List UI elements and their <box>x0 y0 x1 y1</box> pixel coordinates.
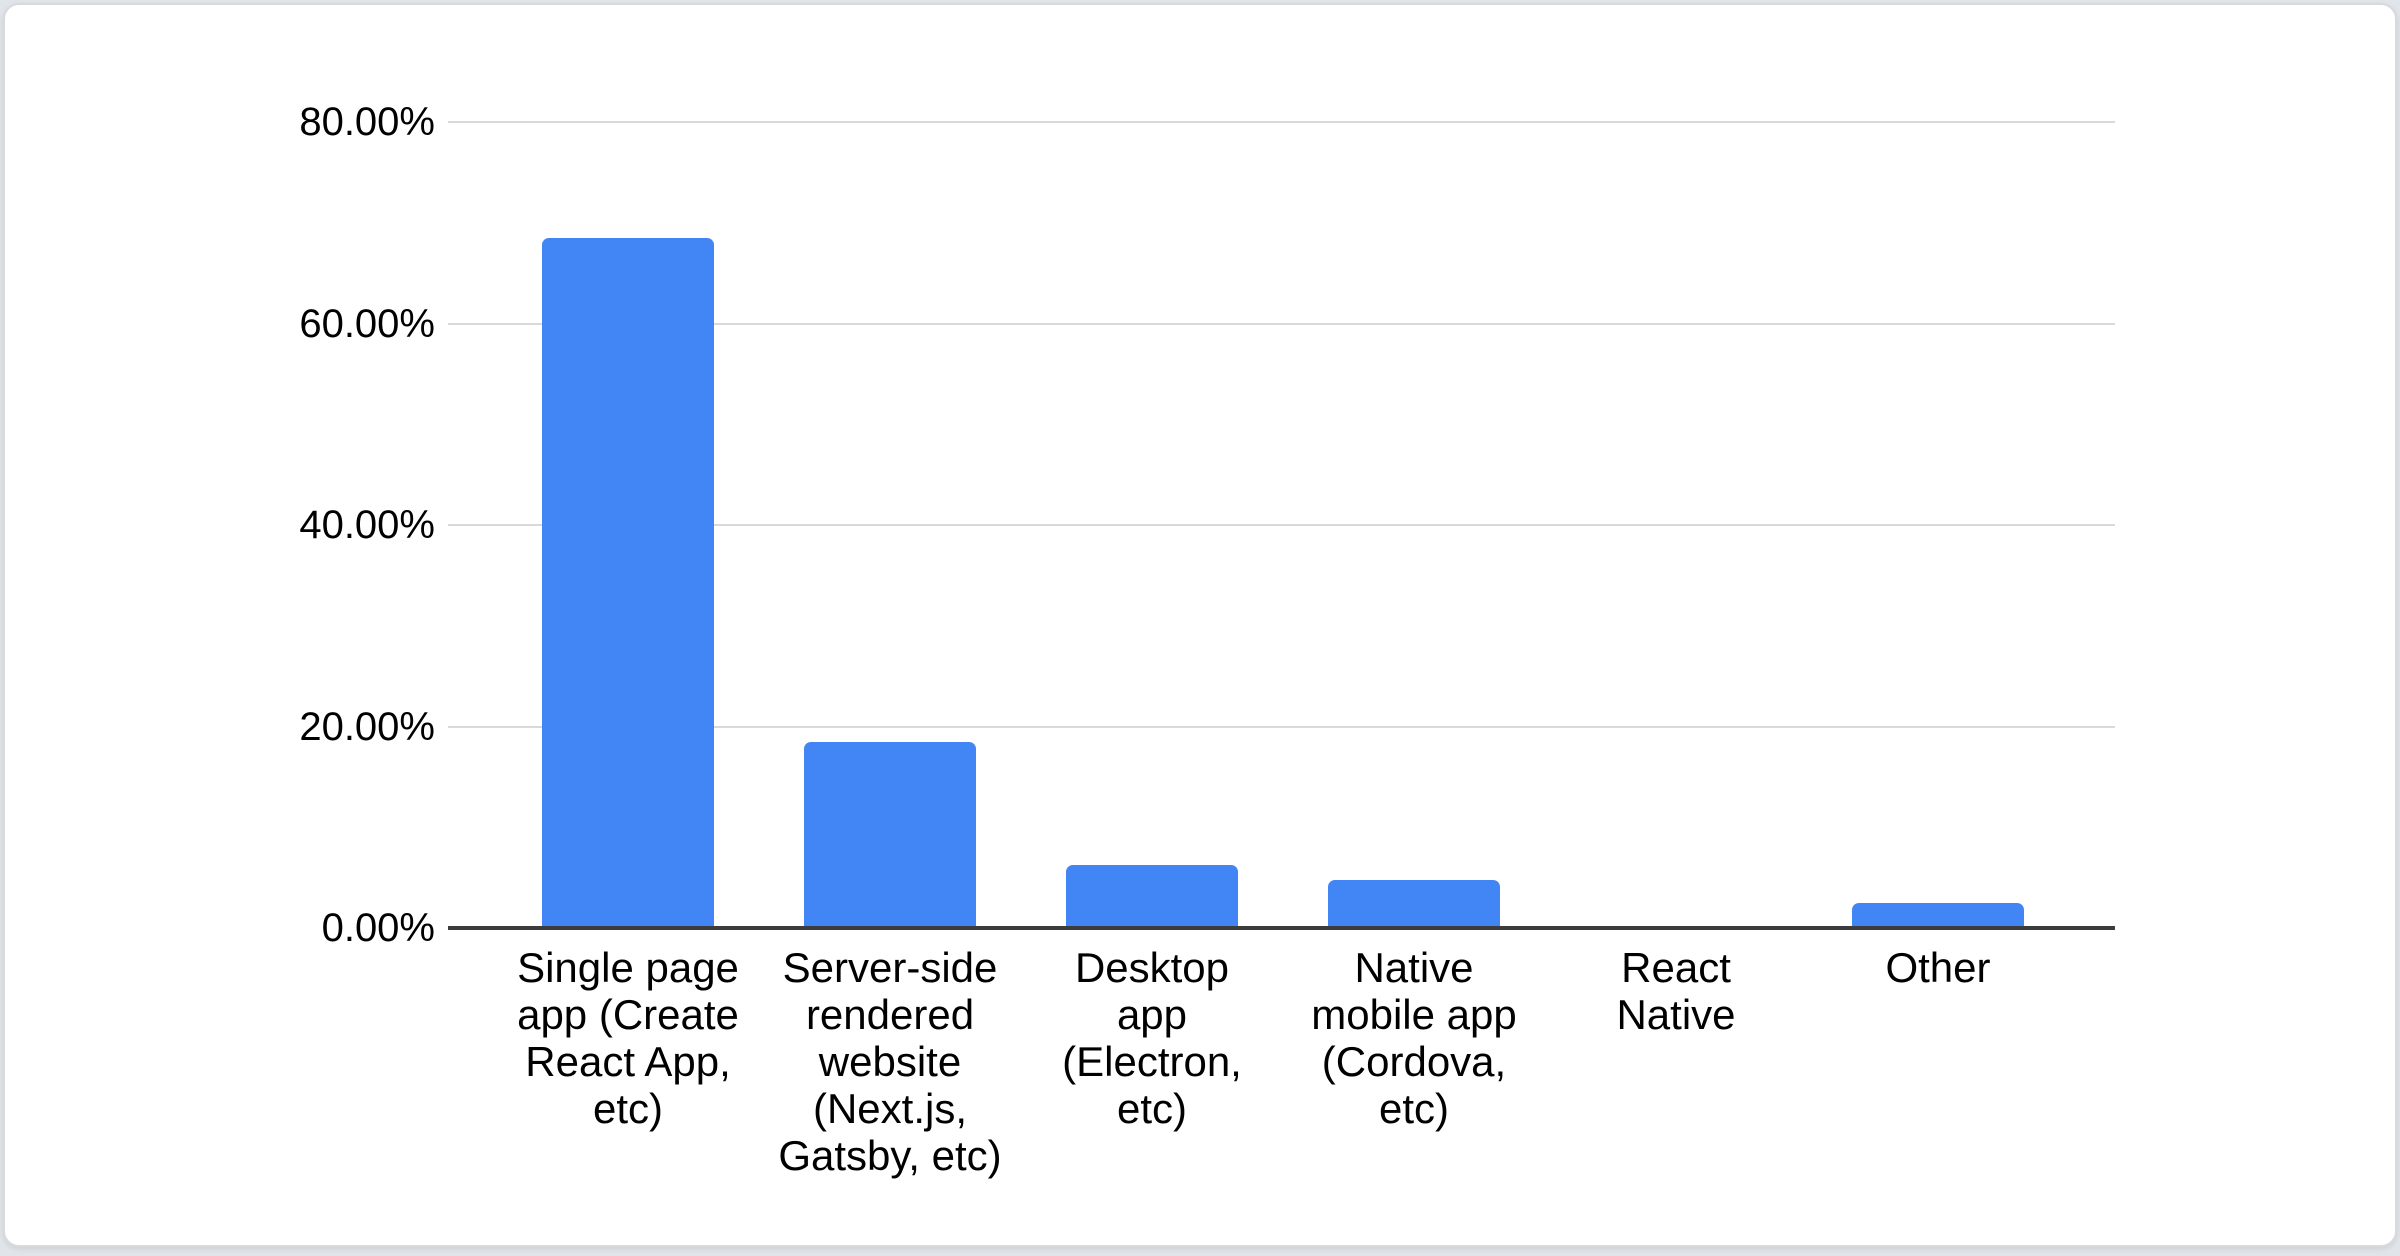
y-axis-tick-label: 40.00% <box>299 503 435 547</box>
bar-server-side-rendered-website[interactable] <box>804 741 976 928</box>
bar-slot-single-page-app <box>497 122 759 928</box>
bar-slot-native-mobile-app <box>1283 122 1545 928</box>
y-axis-tick-label: 80.00% <box>299 100 435 144</box>
bar-slot-server-side-rendered-website <box>759 122 1021 928</box>
x-axis-label-native-mobile-app: Native mobile app (Cordova, etc) <box>1311 944 1517 1132</box>
gridline-40 <box>448 524 2115 526</box>
x-axis-line <box>448 926 2115 930</box>
gridline-60 <box>448 322 2115 325</box>
bar-slot-desktop-app <box>1021 122 1283 928</box>
x-axis-label-single-page-app: Single page app (Create React App, etc) <box>517 944 739 1132</box>
x-axis-label-desktop-app: Desktop app (Electron, etc) <box>1062 944 1242 1132</box>
y-axis-tick-label: 0.00% <box>321 906 435 950</box>
y-axis-tick-label: 60.00% <box>299 301 435 346</box>
x-axis-label-server-side-rendered-website: Server-side rendered website (Next.js, G… <box>778 944 1002 1179</box>
x-axis-label-react-native: React Native <box>1616 944 1736 1038</box>
x-axis-labels: Single page app (Create React App, etc) S… <box>497 944 2069 1179</box>
bar-slot-other <box>1807 122 2069 928</box>
bar-other[interactable] <box>1852 902 2024 928</box>
gridline-80 <box>448 121 2115 123</box>
bar-single-page-app[interactable] <box>542 237 714 928</box>
bar-desktop-app[interactable] <box>1066 864 1238 928</box>
x-axis-label-other: Other <box>1885 944 1991 991</box>
y-axis-tick-label: 20.00% <box>299 704 435 749</box>
chart-card: 0.00% 20.00% 40.00% 60.00% 80.00% Single pag… <box>3 3 2397 1247</box>
bars-row <box>497 122 2069 928</box>
bar-chart-plot-area: 0.00% 20.00% 40.00% 60.00% 80.00% Single pag… <box>299 100 2115 1179</box>
bar-native-mobile-app[interactable] <box>1328 879 1500 928</box>
bar-slot-react-native <box>1545 122 1807 928</box>
gridline-20 <box>448 725 2115 728</box>
